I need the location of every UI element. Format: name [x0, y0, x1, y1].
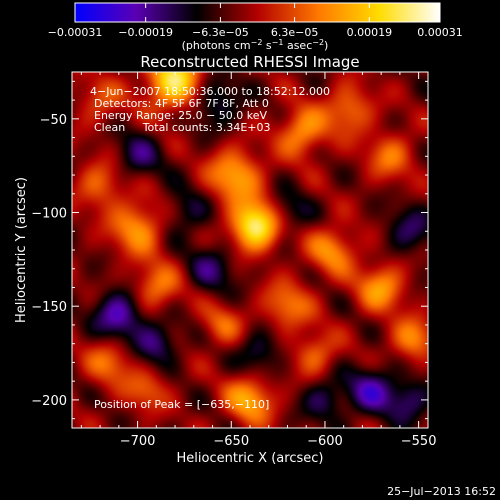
colorbar-tick-label: 0.00019 — [347, 26, 393, 39]
annotation-detectors: Detectors: 4F 5F 6F 7F 8F, Att 0 — [94, 97, 269, 110]
unit-part-4: ) — [324, 39, 328, 52]
colorbar-tick-label: 6.3e−05 — [271, 26, 318, 39]
y-axis-ticks: −50 −100 −150 −200 — [31, 80, 428, 420]
peak-position-label: Position of Peak = [−635,−110] — [94, 398, 269, 411]
unit-part-1: (photons cm — [182, 39, 251, 52]
y-axis-label: Heliocentric Y (arcsec) — [14, 177, 29, 323]
unit-sup-1: −2 — [251, 38, 263, 47]
unit-sup-3: −2 — [312, 38, 324, 47]
x-axis-label: Heliocentric X (arcsec) — [177, 451, 324, 466]
unit-sup-2: −1 — [272, 38, 284, 47]
heatmap-image — [72, 72, 428, 428]
colorbar-gradient — [74, 2, 441, 23]
y-tick-label: −100 — [31, 207, 67, 222]
annotation-time-range: 4−Jun−2007 18:50:36.000 to 18:52:12.000 — [90, 85, 330, 98]
colorbar-tick-label: −0.00031 — [48, 26, 103, 39]
y-tick-label: −50 — [40, 113, 67, 128]
colorbar-tick-label: 0.00031 — [417, 26, 463, 39]
x-tick-label: −600 — [307, 434, 343, 449]
plot-area — [71, 71, 429, 429]
colorbar-tick-label: −6.3e−05 — [192, 26, 249, 39]
colorbar-tick-label: −0.00019 — [118, 26, 173, 39]
y-tick-label: −200 — [31, 394, 67, 409]
colorbar-unit-label: (photons cm−2 s−1 asec−2) — [182, 38, 329, 52]
x-tick-label: −650 — [213, 434, 249, 449]
chart-title: Reconstructed RHESSI Image — [140, 53, 359, 71]
x-tick-label: −550 — [401, 434, 437, 449]
x-tick-label: −700 — [120, 434, 156, 449]
annotation-clean-counts: Clean Total counts: 3.34E+03 — [94, 121, 271, 134]
y-tick-label: −150 — [31, 300, 67, 315]
annotation-block: 4−Jun−2007 18:50:36.000 to 18:52:12.000 … — [90, 85, 330, 134]
colorbar-ticks: −0.00031 −0.00019 −6.3e−05 6.3e−05 0.00019 0.… — [48, 3, 463, 39]
colorbar: −0.00031 −0.00019 −6.3e−05 6.3e−05 0.00019 0.… — [48, 2, 463, 52]
footer-timestamp: 25−Jul−2013 16:52 — [387, 485, 496, 498]
x-axis-ticks: −700 −650 −600 −550 — [80, 72, 437, 449]
annotation-energy-range: Energy Range: 25.0 − 50.0 keV — [94, 109, 268, 122]
unit-part-2: s — [262, 39, 271, 52]
unit-part-3: asec — [283, 39, 312, 52]
